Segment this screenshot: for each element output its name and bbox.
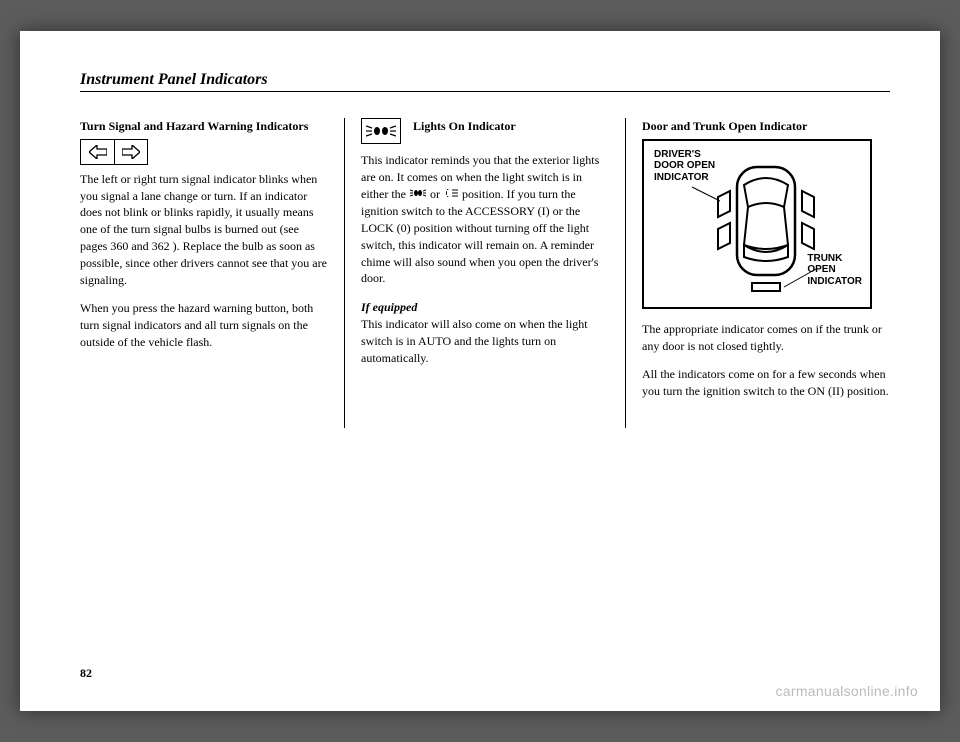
watermark: carmanualsonline.info (776, 683, 919, 699)
col1-para2: When you press the hazard warning button… (80, 300, 328, 350)
page-number: 82 (80, 666, 92, 681)
column-2: Lights On Indicator This indicator remin… (347, 118, 623, 428)
door-indicator-diagram: DRIVER'S DOOR OPEN INDICATOR TRUNK OPEN … (642, 139, 872, 309)
col3-para1: The appropriate indicator comes on if th… (642, 321, 890, 355)
col1-para1: The left or right turn signal indicator … (80, 171, 328, 289)
lights-on-row: Lights On Indicator (361, 118, 609, 144)
column-divider-1 (344, 118, 345, 428)
right-arrow-icon (114, 139, 148, 165)
turn-signal-icons (80, 139, 328, 165)
if-equipped-label: If equipped (361, 300, 417, 314)
column-3: Door and Trunk Open Indicator DRIVER'S D… (628, 118, 890, 428)
left-arrow-icon (80, 139, 114, 165)
column-divider-2 (625, 118, 626, 428)
headlight-icon (444, 186, 458, 203)
turn-signal-heading: Turn Signal and Hazard Warning Indicator… (80, 118, 328, 135)
or-text: or (430, 187, 440, 201)
section-title: Instrument Panel Indicators (80, 71, 890, 89)
lights-on-icon (361, 118, 401, 144)
col2-para2: This indicator will also come on when th… (361, 316, 609, 366)
col2-p1b: position. If you turn the ignition switc… (361, 187, 598, 286)
col2-para1: This indicator reminds you that the exte… (361, 152, 609, 287)
door-trunk-heading: Door and Trunk Open Indicator (642, 118, 890, 135)
parking-light-icon (410, 186, 426, 203)
car-top-svg (644, 141, 874, 311)
column-1: Turn Signal and Hazard Warning Indicator… (80, 118, 342, 428)
if-equipped: If equipped (361, 299, 609, 316)
manual-page: Instrument Panel Indicators Turn Signal … (20, 31, 940, 711)
content-columns: Turn Signal and Hazard Warning Indicator… (80, 118, 890, 428)
lights-on-heading: Lights On Indicator (413, 118, 516, 135)
title-rule (80, 91, 890, 92)
col3-para2: All the indicators come on for a few sec… (642, 366, 890, 400)
